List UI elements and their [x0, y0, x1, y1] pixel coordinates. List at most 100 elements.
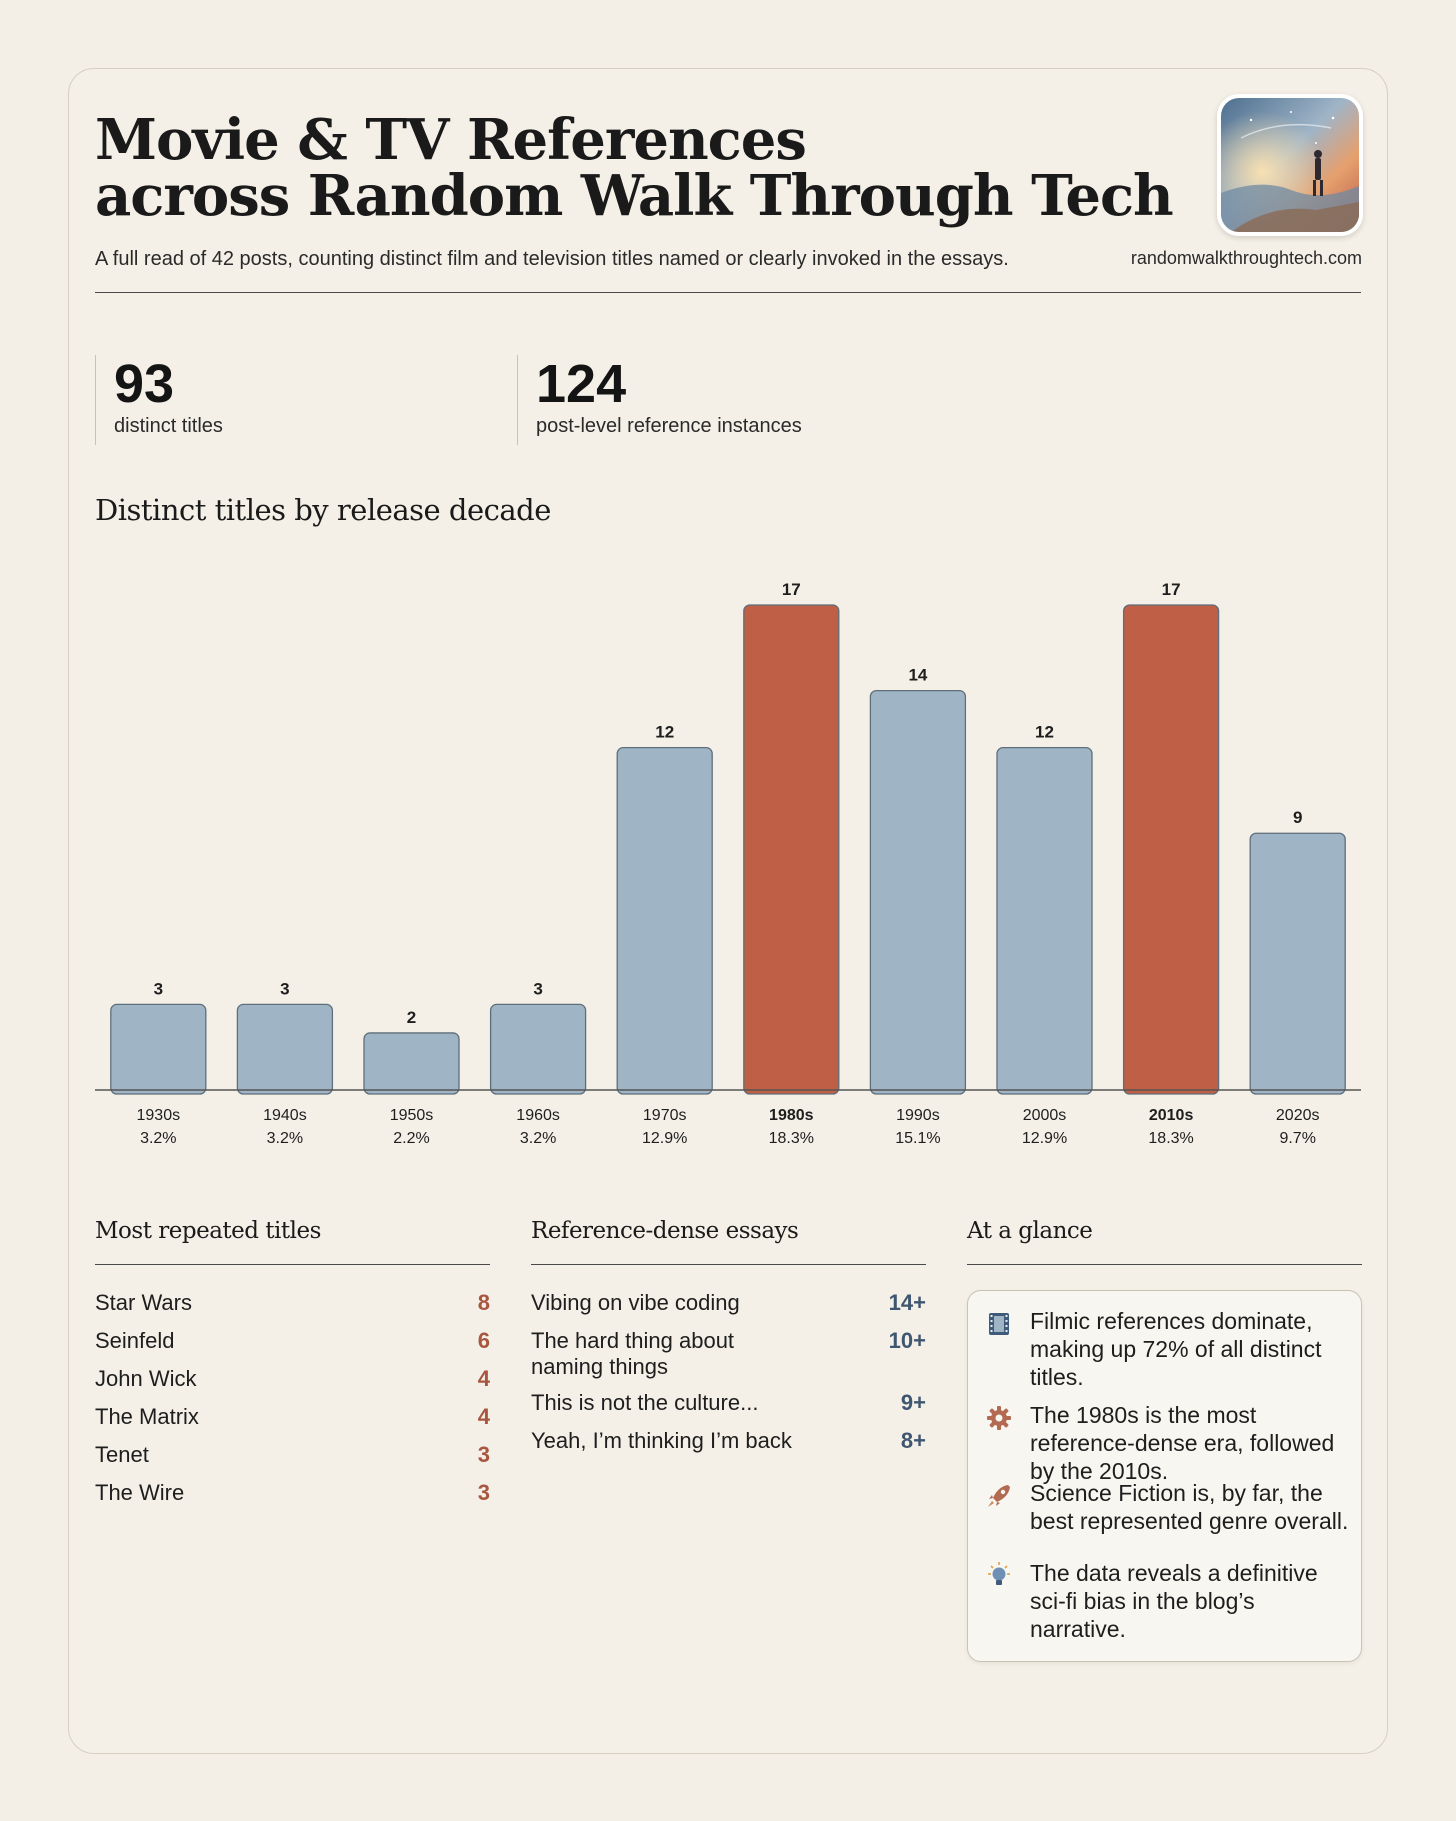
list-item: Yeah, I’m thinking I’m back 8+: [531, 1428, 926, 1454]
list-item-name: Vibing on vibe coding: [531, 1290, 740, 1315]
value-label-1980s: 17: [782, 580, 801, 599]
bar-1950s: [363, 1032, 460, 1095]
glance-item-text: Filmic references dominate, making up 72…: [1030, 1308, 1322, 1390]
list-item: Vibing on vibe coding 14+: [531, 1290, 926, 1316]
list-item-count: 9+: [900, 1390, 926, 1415]
value-label-1940s: 3: [280, 979, 289, 998]
dense-essays-heading: Reference-dense essays: [531, 1218, 799, 1244]
bar-1980s: [743, 604, 840, 1095]
list-item-name: John Wick: [95, 1366, 197, 1391]
list-item-name: This is not the culture...: [531, 1390, 759, 1415]
list-item-count: 4: [477, 1404, 490, 1429]
list-item-count: 3: [477, 1480, 490, 1505]
value-label-2000s: 12: [1035, 723, 1054, 742]
list-item-count: 6: [477, 1328, 490, 1353]
list-item: Star Wars 8: [95, 1290, 490, 1316]
list-item-name: The Matrix: [95, 1404, 199, 1429]
bar-2010s: [1122, 604, 1220, 1095]
value-label-2020s: 9: [1293, 808, 1302, 827]
landscape-illustration-icon: [1221, 98, 1359, 232]
lightbulb-icon: [984, 1561, 1014, 1591]
bar-1970s: [616, 746, 713, 1095]
category-label-1970s: 1970s: [643, 1107, 687, 1124]
film-icon: [984, 1309, 1014, 1339]
bar-1930s: [110, 1003, 207, 1095]
category-label-1930s: 1930s: [137, 1107, 181, 1124]
list-item: The Wire 3: [95, 1480, 490, 1506]
glance-item-text: The 1980s is the most reference-dense er…: [1030, 1402, 1335, 1484]
list-item-name: The hard thing about naming things: [531, 1328, 735, 1379]
category-label-2010s: 2010s: [1149, 1107, 1194, 1124]
percent-label-1940s: 3.2%: [267, 1130, 303, 1147]
bar-2020s: [1249, 832, 1346, 1095]
glance-item-text: The data reveals a definitive sci-fi bia…: [1030, 1560, 1318, 1642]
list-item: This is not the culture... 9+: [531, 1390, 926, 1416]
list-item-name: Yeah, I’m thinking I’m back: [531, 1428, 792, 1453]
repeated-titles-divider: [95, 1264, 490, 1265]
list-item-count: 14+: [888, 1290, 926, 1315]
list-item-name: Star Wars: [95, 1290, 192, 1315]
list-item-name: Tenet: [95, 1442, 149, 1467]
glance-item-text: Science Fiction is, by far, the best rep…: [1030, 1480, 1349, 1534]
chart-section-title: Distinct titles by release decade: [95, 493, 551, 527]
list-item-count: 3: [477, 1442, 490, 1467]
percent-label-2010s: 18.3%: [1148, 1130, 1193, 1147]
decade-bar-chart: 3 1930s 3.2% 3 1940s 3.2% 2 1950s 2.2% 3 1960s 3.2%…: [95, 580, 1361, 1147]
list-item-name: The Wire: [95, 1480, 185, 1505]
page-title: Movie & TV References across Random Walk…: [95, 107, 1174, 229]
category-label-1950s: 1950s: [390, 1107, 434, 1124]
stat-label: distinct titles: [114, 415, 223, 437]
list-item: John Wick 4: [95, 1366, 490, 1392]
at-a-glance-heading: At a glance: [967, 1218, 1093, 1244]
title-line-2: across Random Walk Through Tech: [95, 163, 1174, 229]
bar-1990s: [869, 689, 967, 1095]
at-a-glance-divider: [967, 1264, 1362, 1265]
list-item: Seinfeld 6: [95, 1328, 490, 1354]
value-label-1970s: 12: [655, 723, 674, 742]
percent-label-2020s: 9.7%: [1279, 1130, 1315, 1147]
list-item-name: Seinfeld: [95, 1328, 175, 1353]
category-label-1980s: 1980s: [769, 1107, 814, 1124]
bar-1960s: [489, 1003, 587, 1095]
at-a-glance-box: Filmic references dominate, making up 72…: [967, 1290, 1362, 1662]
rocket-icon: [984, 1481, 1014, 1511]
stat-distinct-titles: 93 distinct titles: [95, 355, 223, 445]
stat-label: post-level reference instances: [536, 415, 802, 437]
list-item: Tenet 3: [95, 1442, 490, 1468]
repeated-titles-heading: Most repeated titles: [95, 1218, 321, 1244]
percent-label-1950s: 2.2%: [393, 1130, 429, 1147]
stat-value: 93: [114, 354, 175, 414]
list-item: The Matrix 4: [95, 1404, 490, 1430]
percent-label-1960s: 3.2%: [520, 1130, 556, 1147]
list-item-count: 8: [477, 1290, 490, 1315]
category-label-2020s: 2020s: [1276, 1107, 1320, 1124]
bar-1940s: [236, 1003, 334, 1095]
stat-reference-instances: 124 post-level reference instances: [517, 355, 802, 445]
percent-label-2000s: 12.9%: [1022, 1130, 1067, 1147]
value-label-1950s: 2: [407, 1008, 416, 1027]
category-label-1940s: 1940s: [263, 1107, 307, 1124]
category-label-1960s: 1960s: [516, 1107, 560, 1124]
percent-label-1980s: 18.3%: [769, 1130, 814, 1147]
title-line-1: Movie & TV References: [95, 107, 807, 173]
subtitle: A full read of 42 posts, counting distin…: [95, 248, 1009, 270]
bar-2000s: [996, 746, 1093, 1095]
stat-value: 124: [536, 354, 627, 414]
gear-icon: [984, 1403, 1014, 1433]
dense-essays-divider: [531, 1264, 926, 1265]
value-label-1930s: 3: [154, 979, 163, 998]
value-label-1960s: 3: [533, 979, 542, 998]
site-url: randomwalkthroughtech.com: [1130, 248, 1362, 268]
header-divider: [95, 292, 1361, 293]
category-label-1990s: 1990s: [896, 1107, 940, 1124]
list-item-count: 10+: [888, 1328, 926, 1353]
value-label-2010s: 17: [1162, 580, 1181, 599]
list-item-count: 4: [477, 1366, 490, 1391]
percent-label-1990s: 15.1%: [895, 1130, 940, 1147]
blog-logo-image: [1217, 94, 1363, 236]
category-label-2000s: 2000s: [1023, 1107, 1067, 1124]
percent-label-1970s: 12.9%: [642, 1130, 687, 1147]
percent-label-1930s: 3.2%: [140, 1130, 176, 1147]
list-item: The hard thing about naming things 10+: [531, 1328, 926, 1380]
list-item-count: 8+: [900, 1428, 926, 1453]
